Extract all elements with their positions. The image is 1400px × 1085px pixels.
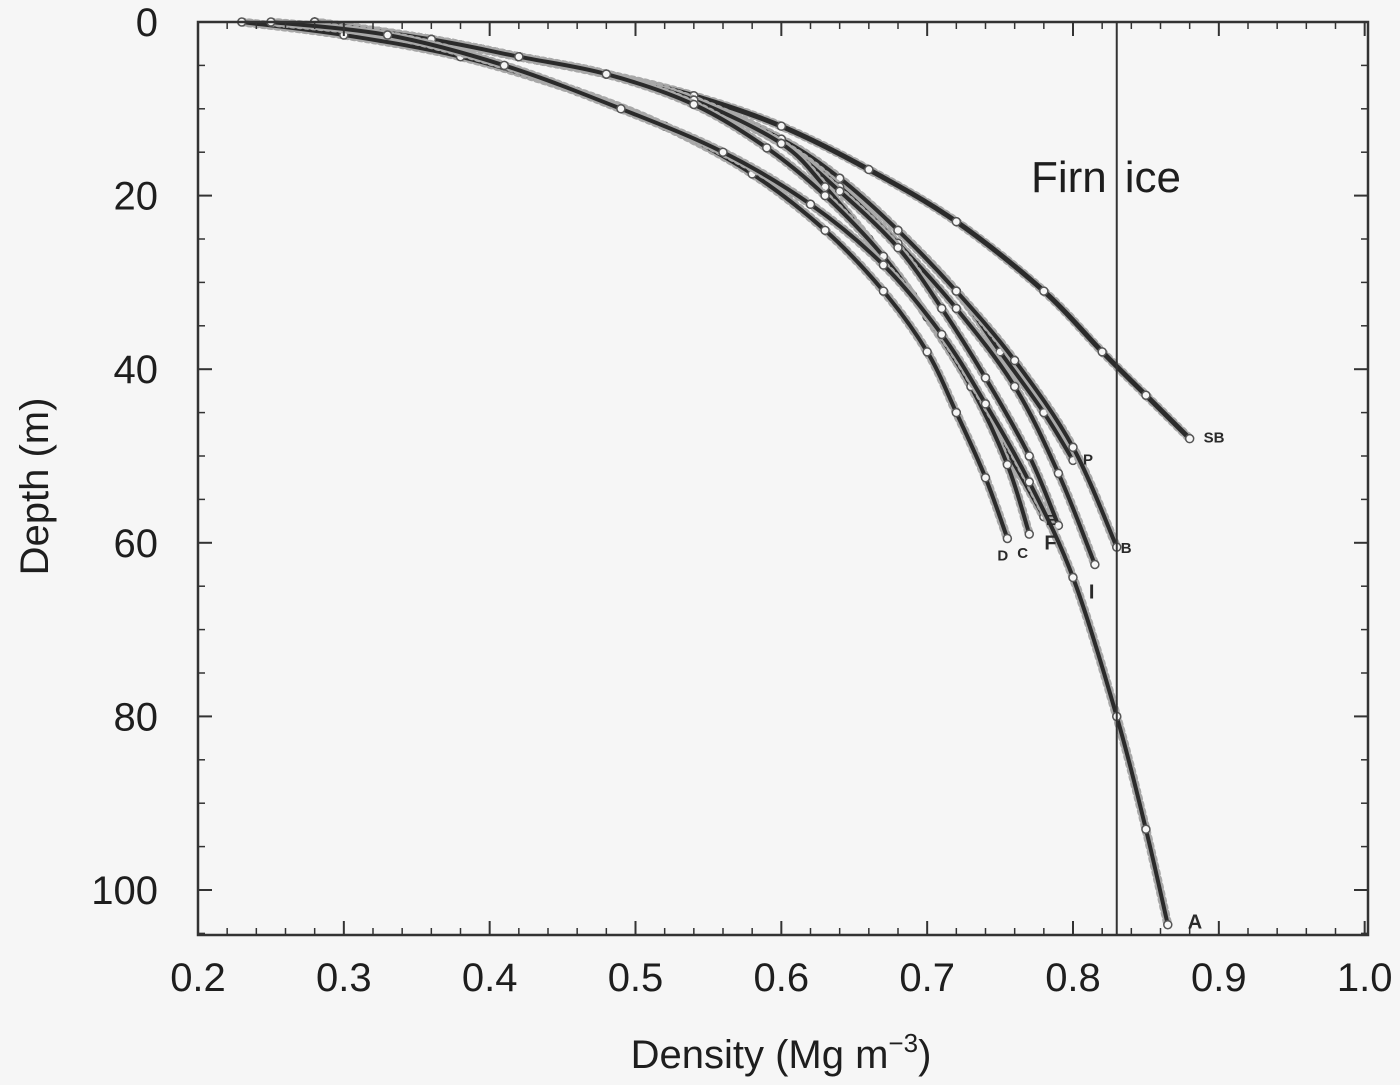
series-a-point bbox=[718, 147, 728, 157]
series-d-point bbox=[878, 286, 889, 296]
series-label-i: I bbox=[1089, 582, 1095, 604]
series-a-point bbox=[499, 60, 509, 71]
series-b-point bbox=[951, 286, 962, 296]
series-p-markers bbox=[310, 17, 1078, 465]
series-b-point bbox=[893, 225, 903, 236]
series-d-point bbox=[980, 472, 991, 483]
series-sb-point bbox=[864, 164, 874, 175]
series-sb-point bbox=[1141, 390, 1151, 400]
series-sb-point bbox=[1184, 433, 1195, 444]
x-tick-label: 0.9 bbox=[1191, 956, 1247, 1000]
series-sb-point bbox=[776, 121, 787, 131]
series-d-point bbox=[951, 407, 962, 418]
series-label-b: B bbox=[1121, 540, 1132, 557]
series-c-point bbox=[601, 69, 612, 79]
series-i-point bbox=[1009, 381, 1020, 392]
y-tick-label: 40 bbox=[114, 348, 159, 392]
series-f-point bbox=[893, 242, 903, 253]
series-d-point bbox=[820, 225, 830, 236]
series-e-point bbox=[776, 138, 787, 149]
series-c-point bbox=[820, 190, 830, 201]
x-axis-title-superscript: −3 bbox=[888, 1028, 918, 1058]
series-i-point bbox=[1053, 468, 1064, 479]
series-a-point bbox=[878, 260, 889, 270]
series-b-point bbox=[1009, 355, 1020, 366]
series-c-point bbox=[514, 51, 524, 62]
series-sb-markers bbox=[310, 17, 1195, 444]
series-b-point bbox=[1068, 442, 1078, 453]
series-f-point bbox=[834, 186, 845, 197]
series-sb-point bbox=[951, 216, 962, 227]
series-a-line bbox=[268, 20, 1170, 927]
series-a-point bbox=[937, 329, 947, 340]
ice-label: ice bbox=[1125, 153, 1181, 202]
series-sb-point bbox=[1097, 347, 1107, 357]
ticks-layer: 0.2 0.3 0.4 0.5 0.6 0.7 0.8 0.9 1.0 0 20 40 60 80 100 bbox=[91, 1, 1392, 1000]
x-tick-label: 0.6 bbox=[754, 956, 810, 1000]
series-f-point bbox=[1024, 451, 1034, 461]
y-tick-label: 100 bbox=[91, 869, 158, 913]
x-tick-label: 0.3 bbox=[316, 956, 372, 1000]
x-tick-label: 0.4 bbox=[462, 956, 518, 1000]
y-axis-title: Depth (m) bbox=[13, 398, 57, 576]
x-axis-title-main: Density (Mg m bbox=[631, 1033, 889, 1077]
x-tick-label: 1.0 bbox=[1337, 956, 1393, 1000]
series-a-point bbox=[616, 104, 626, 114]
series-d-point bbox=[1002, 533, 1013, 544]
series-label-p: P bbox=[1083, 451, 1093, 468]
series-sb-line bbox=[312, 19, 1193, 442]
series-a-point bbox=[382, 30, 393, 40]
series-label-sb: SB bbox=[1204, 430, 1225, 447]
x-axis-title-suffix: ) bbox=[918, 1033, 931, 1077]
y-tick-label: 20 bbox=[114, 175, 159, 219]
series-a-point bbox=[980, 399, 991, 409]
plot-frame bbox=[196, 20, 1370, 937]
series-c-point bbox=[1024, 529, 1034, 539]
series-label-f: F bbox=[1044, 532, 1056, 554]
x-tick-label: 0.8 bbox=[1045, 956, 1101, 1000]
series-label-a: A bbox=[1188, 912, 1202, 934]
series-a-point bbox=[1024, 477, 1034, 487]
series-c-point bbox=[1002, 459, 1013, 470]
x-tick-label: 0.5 bbox=[608, 956, 664, 1000]
series-a-point bbox=[1068, 572, 1078, 583]
y-tick-label: 80 bbox=[114, 695, 159, 739]
y-tick-label: 60 bbox=[114, 522, 159, 566]
series-i-point bbox=[951, 303, 962, 314]
series-a-point bbox=[1163, 919, 1173, 930]
series-label-d: D bbox=[997, 547, 1008, 564]
series-p-line bbox=[312, 20, 1075, 463]
series-f-point bbox=[980, 373, 991, 383]
x-tick-label: 0.2 bbox=[170, 956, 226, 1000]
series-c-point bbox=[762, 143, 772, 153]
firn-label: Firn bbox=[1031, 153, 1107, 202]
series-i-point bbox=[1090, 559, 1100, 570]
series-a-point bbox=[805, 199, 816, 210]
labels-layer: SB P B I FE CD A bbox=[997, 430, 1224, 934]
curves-layer bbox=[237, 17, 1195, 930]
series-c-point bbox=[689, 99, 699, 110]
series-d-point bbox=[922, 347, 932, 357]
series-a-point bbox=[1141, 824, 1151, 834]
x-tick-label: 0.7 bbox=[899, 956, 955, 1000]
series-label-e: E bbox=[1046, 512, 1056, 529]
y-tick-label: 0 bbox=[136, 1, 158, 45]
x-axis-title: Density (Mg m−3) bbox=[631, 1028, 932, 1077]
series-sb-point bbox=[1039, 286, 1049, 296]
series-f-point bbox=[937, 303, 947, 314]
series-label-c: C bbox=[1017, 545, 1028, 562]
